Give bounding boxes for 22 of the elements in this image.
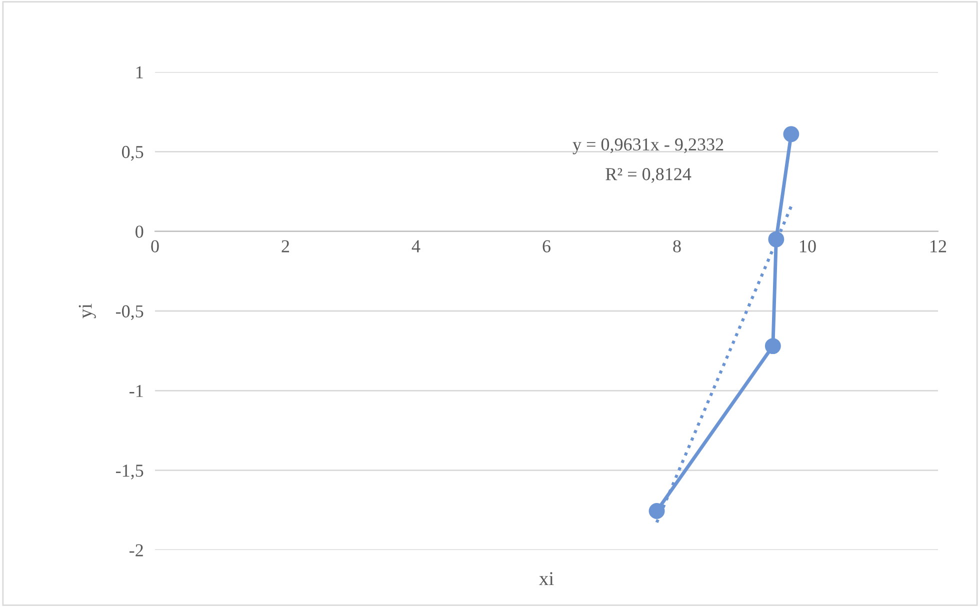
- y-tick-label: 0,5: [122, 146, 144, 161]
- y-axis-title: yi: [78, 304, 96, 318]
- y-tick-label: 0: [136, 226, 144, 238]
- x-axis-title: xi: [539, 572, 554, 586]
- y-tick-label: -1: [130, 385, 143, 397]
- x-tick-label: 4: [412, 240, 420, 252]
- point: [783, 126, 800, 142]
- point: [648, 502, 665, 519]
- annotation: y = 0,9631x - 9,2332: [572, 138, 724, 154]
- annotation: R² = 0,8124: [606, 168, 692, 183]
- x-tick-label: 12: [930, 240, 946, 252]
- y-tick-label: -0,5: [116, 305, 144, 320]
- y-tick-label: -1,5: [116, 464, 144, 480]
- point: [764, 338, 781, 354]
- x-tick-label: 8: [673, 240, 681, 252]
- point: [768, 231, 784, 248]
- x-tick-label: 10: [800, 240, 816, 252]
- y-tick-label: -2: [130, 544, 143, 556]
- y-tick-label: 1: [136, 66, 143, 78]
- x-tick-label: 6: [542, 240, 550, 252]
- x-tick-label: 0: [151, 240, 159, 252]
- x-tick-label: 2: [282, 240, 290, 252]
